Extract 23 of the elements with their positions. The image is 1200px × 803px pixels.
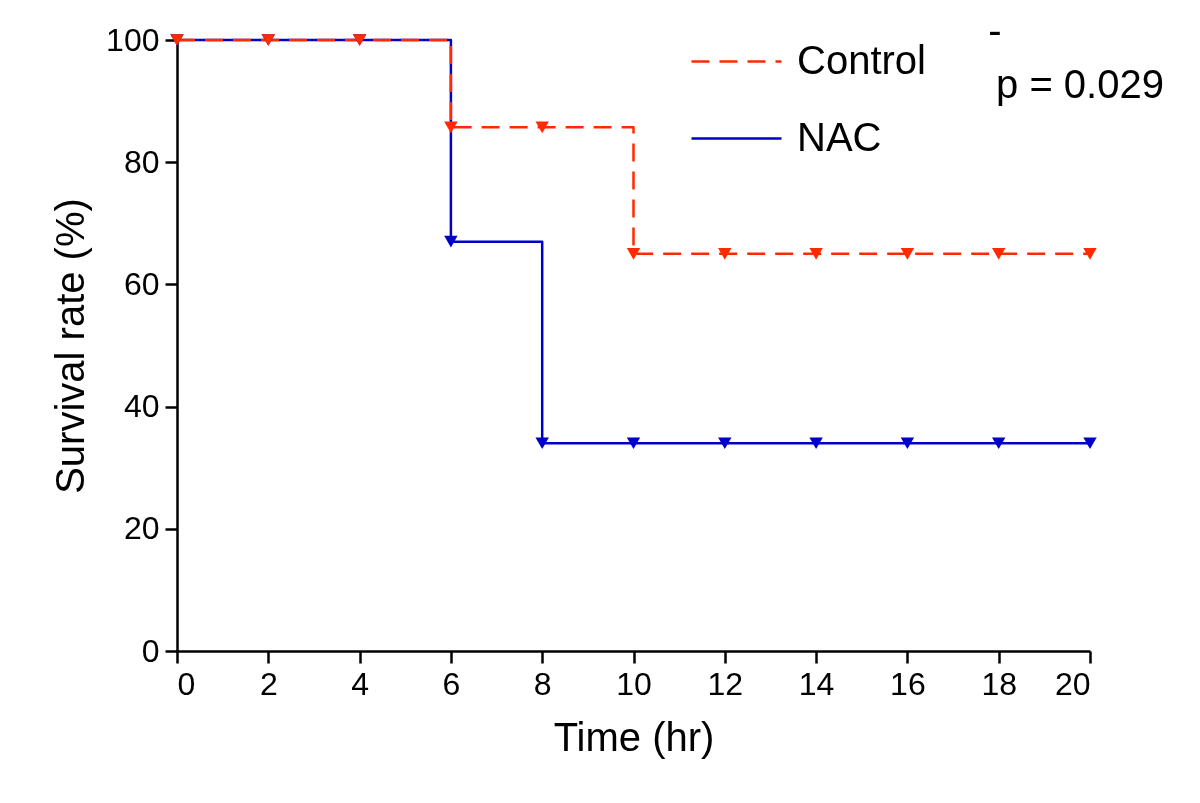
x-tick-label: 6 — [442, 665, 461, 702]
annotation: - — [988, 8, 1002, 52]
x-tick-label: 2 — [259, 665, 278, 702]
x-tick-label: 16 — [890, 665, 926, 702]
y-tick-label: 0 — [141, 632, 160, 669]
x-tick-label: 12 — [707, 665, 744, 702]
x-tick-label: 4 — [351, 665, 369, 702]
x-axis-title: Time (hr) — [553, 714, 715, 759]
y-tick-label: 100 — [106, 21, 160, 58]
x-tick-label: 14 — [798, 665, 835, 702]
x-tick-label: 18 — [981, 665, 1017, 702]
y-tick-label: 20 — [123, 510, 160, 547]
y-tick-label: 60 — [123, 265, 160, 302]
x-tick-label: 20 — [1054, 665, 1091, 702]
x-tick-label: 0 — [177, 665, 196, 702]
y-tick-label: 40 — [123, 388, 160, 425]
legend-label: Control — [797, 37, 926, 82]
y-axis-title: Survival rate (%) — [48, 198, 93, 494]
x-tick-label: 10 — [616, 665, 652, 702]
annotation: p = 0.029 — [996, 62, 1164, 106]
y-tick-label: 80 — [123, 143, 160, 180]
legend-label: NAC — [797, 114, 882, 159]
x-tick-label: 8 — [533, 665, 552, 702]
